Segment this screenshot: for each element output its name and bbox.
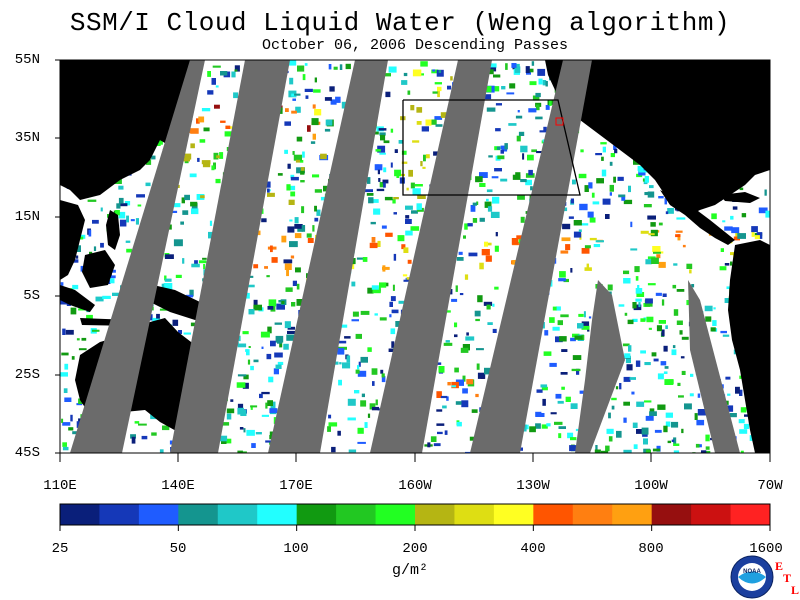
lat-label: 15N <box>14 209 40 225</box>
lon-label: 100W <box>634 478 668 494</box>
colorbar-label: 25 <box>51 541 69 557</box>
swath-gap-6 <box>575 280 625 453</box>
colorbar-swatch <box>454 504 495 525</box>
etl-letter-l: L <box>791 583 799 597</box>
lon-label: 130W <box>516 478 550 494</box>
colorbar-swatch <box>336 504 377 525</box>
colorbar-swatch <box>691 504 732 525</box>
swath-gap-3 <box>268 60 388 453</box>
colorbar-label: 100 <box>283 541 309 557</box>
philippines-land <box>106 210 120 250</box>
colorbar-label: 400 <box>520 541 546 557</box>
noaa-text: NOAA <box>743 569 761 575</box>
colorbar-swatch <box>257 504 298 525</box>
colorbar-swatch <box>375 504 416 525</box>
lon-label: 160W <box>398 478 432 494</box>
south-america-land <box>728 240 770 453</box>
sumatra-land <box>60 285 95 312</box>
etl-letter-t: T <box>783 571 791 585</box>
colorbar-swatch <box>178 504 219 525</box>
colorbar-swatch <box>138 504 179 525</box>
swath-gap-4 <box>370 60 492 453</box>
lat-label: 5S <box>23 288 40 304</box>
caribbean-islands <box>720 192 760 203</box>
noaa-logo: NOAA <box>730 555 774 599</box>
colorbar-swatch <box>296 504 337 525</box>
swath-gap-7 <box>688 280 740 453</box>
lat-label: 55N <box>14 52 40 68</box>
colorbar-label: 50 <box>169 541 187 557</box>
colorbar-swatch <box>533 504 574 525</box>
lat-label: 45S <box>14 445 40 461</box>
asia-land <box>60 60 200 200</box>
study-region-box <box>402 99 581 196</box>
etl-letter-e: E <box>775 559 783 573</box>
swath-gaps <box>70 60 740 453</box>
colorbar-label: 800 <box>638 541 664 557</box>
colorbar-swatch <box>572 504 613 525</box>
colorbar-swatch <box>730 504 771 525</box>
colorbar-label: 1600 <box>749 541 783 557</box>
north-america-land <box>545 60 770 215</box>
colorbar-swatch <box>493 504 534 525</box>
lon-label: 140E <box>161 478 195 494</box>
colorbar-label: 200 <box>402 541 428 557</box>
colorbar-swatch <box>612 504 653 525</box>
axis-ticks <box>55 59 771 462</box>
lon-label: 70W <box>757 478 783 494</box>
map-subtitle: October 06, 2006 Descending Passes <box>261 37 569 54</box>
lat-label: 25S <box>14 367 40 383</box>
swath-gap-5 <box>470 60 592 453</box>
colorbar-swatch <box>60 504 100 525</box>
lon-label: 110E <box>43 478 77 494</box>
colorbar-swatch <box>415 504 455 525</box>
central-america-land <box>660 190 735 245</box>
map-title: SSM/I Cloud Liquid Water (Weng algorithm… <box>69 8 731 38</box>
southeast-asia-land <box>60 200 85 280</box>
lon-label: 170E <box>279 478 313 494</box>
buoy-marker <box>555 117 564 126</box>
swath-gap-2 <box>170 60 290 453</box>
colorbar-units: g/m² <box>391 562 428 579</box>
colorbar-swatch <box>217 504 258 525</box>
etl-letters: E T L <box>775 559 799 597</box>
lat-label: 35N <box>14 130 40 146</box>
colorbar-swatch <box>651 504 692 525</box>
new-guinea-land <box>140 282 215 320</box>
colorbar <box>59 503 771 531</box>
swath-gap-1 <box>70 60 205 453</box>
borneo-land <box>82 250 115 288</box>
colorbar-swatch <box>99 504 140 525</box>
